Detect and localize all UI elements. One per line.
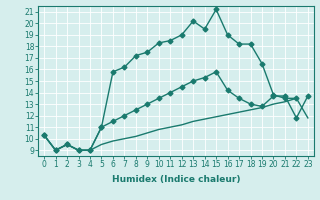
X-axis label: Humidex (Indice chaleur): Humidex (Indice chaleur): [112, 175, 240, 184]
